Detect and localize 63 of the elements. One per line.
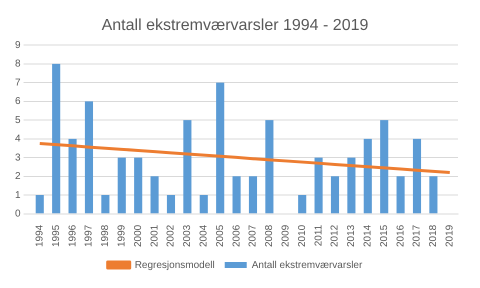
bar: [412, 138, 422, 214]
y-tick-label: 2: [15, 171, 21, 182]
bar: [330, 176, 340, 214]
y-tick-label: 1: [15, 190, 21, 201]
x-tick-label: 2007: [248, 224, 259, 248]
bar: [298, 195, 306, 214]
bar: [118, 158, 126, 214]
y-tick-label: 4: [15, 134, 21, 145]
bar: [364, 138, 372, 214]
x-tick-label: 2000: [132, 224, 144, 248]
x-tick-label: 1997: [84, 224, 95, 248]
x-tick-label: 2017: [412, 224, 423, 248]
bar: [150, 176, 159, 214]
x-tick-label: 2013: [346, 224, 358, 248]
bar: [347, 158, 356, 214]
legend-label: Antall ekstremværvarsler: [252, 260, 363, 271]
x-tick-label: 2002: [166, 224, 177, 248]
x-tick-label: 1998: [100, 224, 112, 248]
bar: [134, 158, 142, 214]
x-tick-label: 2005: [214, 224, 226, 248]
x-tick-label: 2006: [231, 224, 242, 248]
bar: [84, 101, 94, 214]
x-tick-label: 2001: [149, 224, 160, 248]
x-tick-label: 2016: [395, 224, 406, 248]
x-tick-label: 1996: [67, 224, 78, 248]
bar: [216, 82, 224, 214]
y-tick-label: 8: [15, 58, 21, 70]
bar: [396, 176, 405, 214]
x-tick-label: 2009: [280, 224, 292, 248]
x-tick-label: 2004: [198, 224, 210, 248]
y-tick-label: 5: [15, 114, 21, 126]
y-tick-label: 9: [15, 40, 21, 51]
bar: [429, 176, 438, 214]
y-tick-label: 7: [15, 77, 21, 88]
bar: [200, 195, 208, 214]
x-tick-label: 2012: [330, 224, 341, 248]
bar: [166, 195, 176, 214]
x-tick-label: 1994: [34, 224, 46, 248]
y-tick-label: 3: [15, 152, 21, 164]
bar: [183, 120, 192, 214]
bar: [248, 176, 258, 214]
bar: [68, 138, 77, 214]
bar: [101, 195, 110, 214]
x-tick-label: 2010: [296, 224, 308, 248]
bar: [314, 158, 323, 214]
x-tick-label: 2015: [378, 224, 390, 248]
x-tick-label: 2011: [313, 224, 324, 246]
bar: [265, 120, 274, 214]
y-tick-label: 6: [15, 96, 21, 108]
x-tick-label: 2014: [362, 224, 374, 248]
x-tick-label: 1999: [116, 224, 128, 248]
x-tick-label: 2019: [444, 224, 456, 248]
y-tick-label: 0: [15, 208, 21, 220]
legend-label: Regresjonsmodell: [134, 260, 215, 271]
bar: [232, 176, 241, 214]
x-tick-label: 2018: [428, 224, 440, 248]
bar: [52, 64, 60, 214]
bar: [36, 195, 44, 214]
x-tick-label: 2008: [264, 224, 276, 248]
x-tick-label: 2003: [182, 224, 194, 248]
chart-title: Antall ekstremværvarsler 1994 - 2019: [102, 17, 368, 34]
bar: [380, 120, 388, 214]
x-tick-label: 1995: [50, 224, 62, 248]
